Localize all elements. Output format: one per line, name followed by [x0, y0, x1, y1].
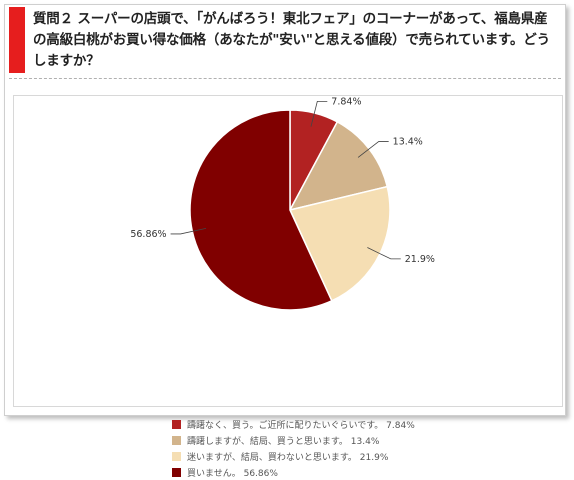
slice-value-label: 7.84% [331, 96, 361, 107]
slice-value-label: 13.4% [393, 137, 423, 148]
legend-item: 買いません。 56.86% [172, 464, 415, 480]
chart-legend: 躊躇なく、買う。ご近所に配りたいぐらいです。 7.84% 躊躇しますが、結局、買… [172, 416, 415, 480]
legend-swatch [172, 419, 181, 429]
slice-leader-line [357, 141, 389, 158]
chart-panel: 7.84% 13.4% 21.9% 56.86% 躊躇なく、買う。ご近所に配りたいぐら… [13, 95, 563, 479]
question-divider [9, 78, 561, 79]
legend-label: 買いません。 56.86% [187, 468, 278, 479]
legend-item: 迷いますが、結局、買わないと思います。 21.9% [172, 448, 415, 464]
pie-chart: 7.84% 13.4% 21.9% 56.86% [130, 96, 435, 311]
legend-item: 躊躇なく、買う。ご近所に配りたいぐらいです。 7.84% [172, 416, 415, 432]
slice-leader-line [310, 100, 328, 127]
slice-leader-line [367, 247, 401, 260]
legend-label: 躊躇しますが、結局、買うと思います。 13.4% [187, 436, 380, 447]
legend-label: 迷いますが、結局、買わないと思います。 21.9% [187, 452, 389, 463]
figure-frame: 質問２ スーパーの店頭で、「がんばろう！東北フェア」のコーナーがあって、福島県産… [4, 4, 566, 479]
legend-item: 躊躇しますが、結局、買うと思います。 13.4% [172, 432, 415, 448]
legend-label: 躊躇なく、買う。ご近所に配りたいぐらいです。 7.84% [187, 420, 415, 431]
question-text: 質問２ スーパーの店頭で、「がんばろう！東北フェア」のコーナーがあって、福島県産… [33, 11, 550, 69]
slice-leader-line [170, 228, 207, 235]
legend-swatch [172, 451, 181, 461]
question-accent-bar [9, 7, 25, 73]
slice-value-label: 21.9% [405, 254, 435, 265]
slice-value-label: 56.86% [130, 229, 166, 240]
legend-swatch [172, 435, 181, 445]
legend-swatch [172, 467, 181, 477]
